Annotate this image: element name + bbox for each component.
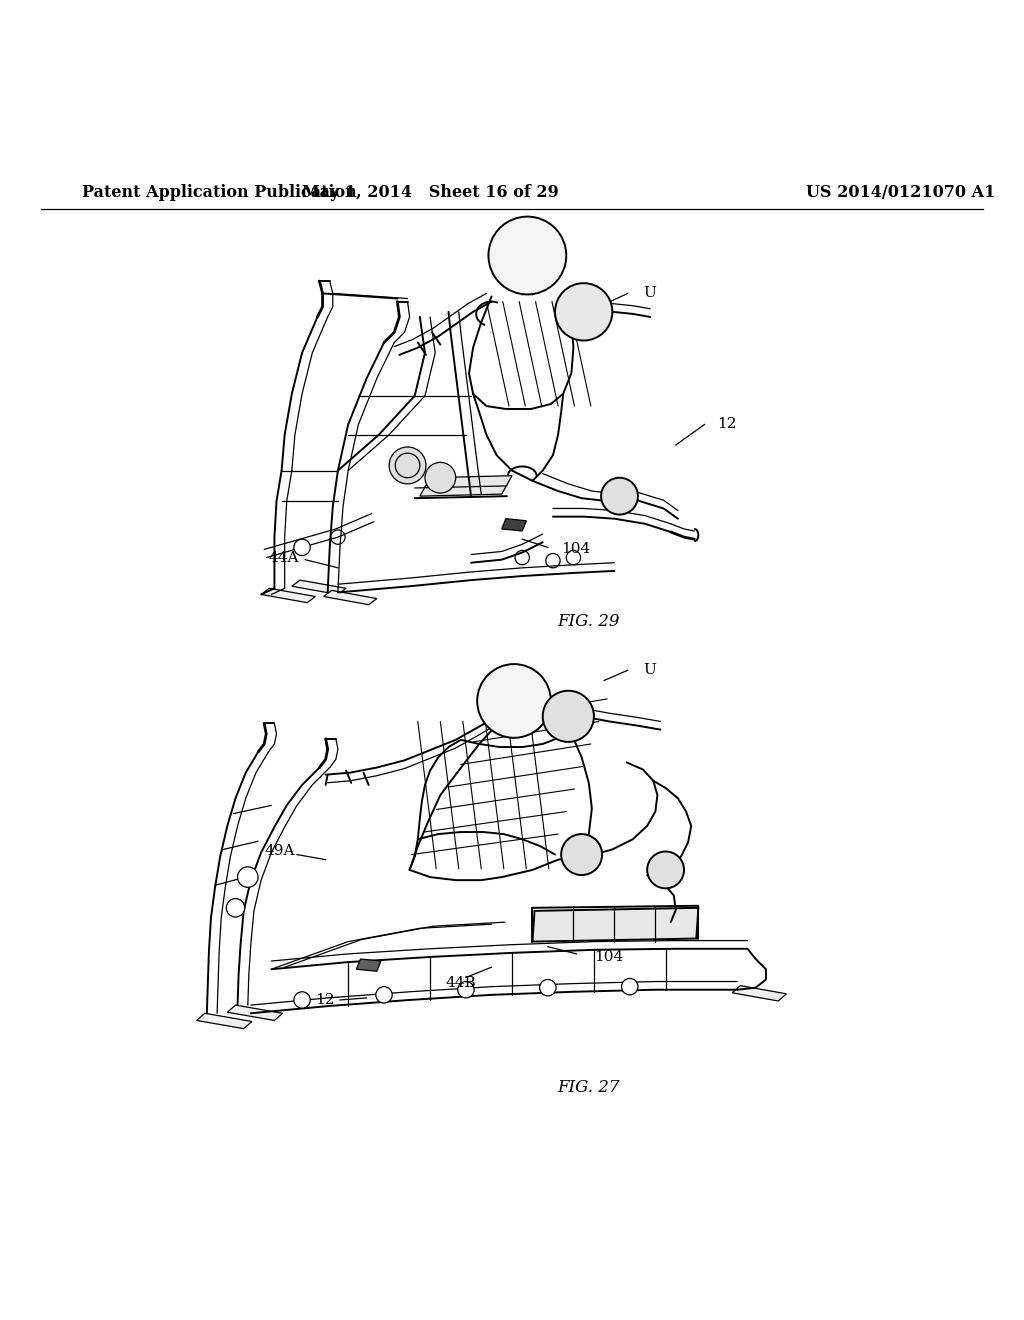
Text: Patent Application Publication: Patent Application Publication [82,183,356,201]
Circle shape [488,216,566,294]
Text: 44A: 44A [268,550,299,565]
Text: U: U [643,286,656,301]
Polygon shape [356,960,381,972]
Text: 12: 12 [717,417,736,432]
Text: 44B: 44B [445,975,476,990]
Text: FIG. 27: FIG. 27 [557,1078,621,1096]
Circle shape [561,834,602,875]
Circle shape [555,284,612,341]
Polygon shape [420,475,512,496]
Circle shape [226,899,245,917]
Circle shape [540,979,556,995]
Text: 12: 12 [315,993,335,1007]
Circle shape [294,539,310,556]
Text: US 2014/0121070 A1: US 2014/0121070 A1 [807,183,995,201]
Polygon shape [502,519,526,531]
Text: 104: 104 [594,950,624,964]
Text: May 1, 2014   Sheet 16 of 29: May 1, 2014 Sheet 16 of 29 [302,183,558,201]
Polygon shape [532,908,698,941]
Circle shape [543,690,594,742]
Circle shape [389,447,426,484]
Text: 104: 104 [561,543,591,557]
Polygon shape [197,1014,252,1028]
Circle shape [477,664,551,738]
Text: U: U [643,663,656,677]
Polygon shape [292,579,346,594]
Circle shape [622,978,638,995]
Polygon shape [261,589,315,603]
Circle shape [458,982,474,998]
Text: 49A: 49A [264,845,295,858]
Text: FIG. 29: FIG. 29 [557,612,621,630]
Circle shape [376,986,392,1003]
Polygon shape [324,590,377,605]
Polygon shape [227,1005,283,1020]
Circle shape [238,867,258,887]
Polygon shape [732,986,786,1001]
Circle shape [601,478,638,515]
Circle shape [294,991,310,1008]
Circle shape [425,462,456,494]
Circle shape [647,851,684,888]
